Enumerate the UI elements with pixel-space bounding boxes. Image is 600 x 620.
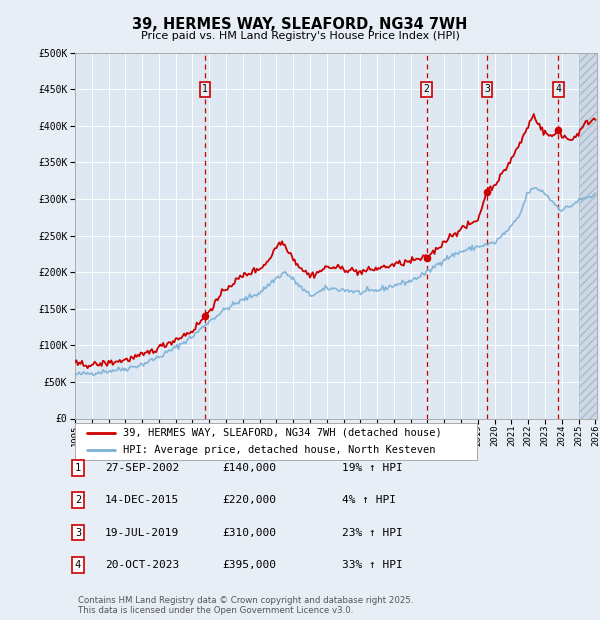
Text: 33% ↑ HPI: 33% ↑ HPI — [342, 560, 403, 570]
Bar — [578, 53, 600, 419]
Text: 4: 4 — [556, 84, 562, 94]
Text: 27-SEP-2002: 27-SEP-2002 — [105, 463, 179, 473]
Text: 1: 1 — [202, 84, 208, 94]
Text: 3: 3 — [484, 84, 490, 94]
Text: 2: 2 — [75, 495, 81, 505]
Text: 1: 1 — [75, 463, 81, 473]
Text: HPI: Average price, detached house, North Kesteven: HPI: Average price, detached house, Nort… — [123, 445, 436, 455]
Text: Contains HM Land Registry data © Crown copyright and database right 2025.
This d: Contains HM Land Registry data © Crown c… — [78, 596, 413, 615]
Text: £395,000: £395,000 — [222, 560, 276, 570]
Text: 3: 3 — [75, 528, 81, 538]
Text: £310,000: £310,000 — [222, 528, 276, 538]
Text: 14-DEC-2015: 14-DEC-2015 — [105, 495, 179, 505]
Text: 4: 4 — [75, 560, 81, 570]
Text: 19-JUL-2019: 19-JUL-2019 — [105, 528, 179, 538]
Text: 23% ↑ HPI: 23% ↑ HPI — [342, 528, 403, 538]
Text: £140,000: £140,000 — [222, 463, 276, 473]
Text: 20-OCT-2023: 20-OCT-2023 — [105, 560, 179, 570]
Text: 39, HERMES WAY, SLEAFORD, NG34 7WH (detached house): 39, HERMES WAY, SLEAFORD, NG34 7WH (deta… — [123, 428, 442, 438]
Text: £220,000: £220,000 — [222, 495, 276, 505]
Text: Price paid vs. HM Land Registry's House Price Index (HPI): Price paid vs. HM Land Registry's House … — [140, 31, 460, 41]
Text: 4% ↑ HPI: 4% ↑ HPI — [342, 495, 396, 505]
Text: 39, HERMES WAY, SLEAFORD, NG34 7WH: 39, HERMES WAY, SLEAFORD, NG34 7WH — [133, 17, 467, 32]
Text: 19% ↑ HPI: 19% ↑ HPI — [342, 463, 403, 473]
Text: 2: 2 — [424, 84, 430, 94]
